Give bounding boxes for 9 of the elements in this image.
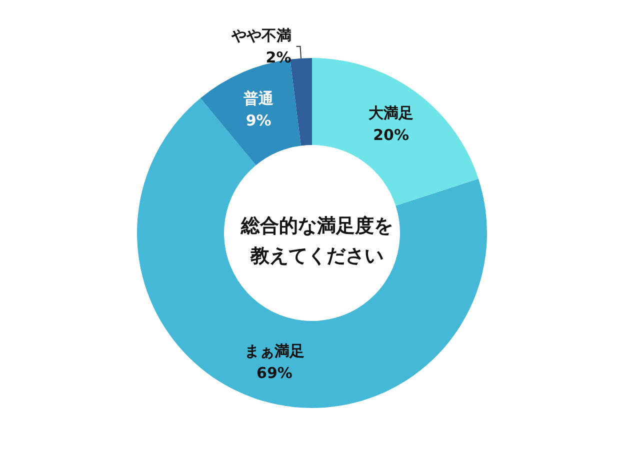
slice-label: まぁ満足 [244, 342, 304, 360]
data-label: 20% [373, 126, 410, 144]
slice-label: 大満足 [368, 104, 414, 122]
data-label: 9% [246, 112, 272, 130]
data-label: 69% [256, 364, 292, 382]
slice-label: やや不満 [230, 26, 292, 44]
text: 総合的な満足度を教えてください [240, 215, 393, 267]
data-label: 2% [266, 48, 292, 66]
slice-label: 普通 [242, 90, 275, 108]
